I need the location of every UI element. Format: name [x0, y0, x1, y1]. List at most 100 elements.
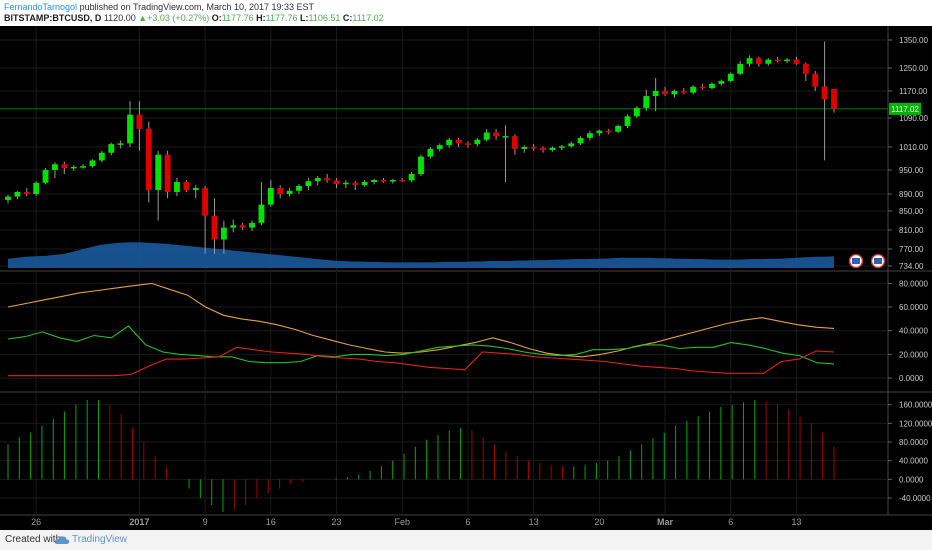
- candle-body[interactable]: [605, 130, 612, 133]
- dmi-tick-label[interactable]: 40.0000: [899, 327, 928, 336]
- price-tick-label[interactable]: 770.00: [899, 245, 924, 254]
- price-tick-label[interactable]: 1090.00: [899, 114, 928, 123]
- candle-body[interactable]: [662, 91, 668, 95]
- price-tick-label[interactable]: 734.00: [899, 262, 924, 271]
- chart-canvas[interactable]: 1350.00 1250.00 1170.00 1090.00 1010.00 950.0…: [0, 26, 932, 530]
- candle-body[interactable]: [511, 136, 518, 149]
- dmi-tick-label[interactable]: 80.0000: [899, 279, 928, 288]
- candle-body[interactable]: [765, 59, 772, 64]
- candle-body[interactable]: [314, 178, 321, 182]
- candle-body[interactable]: [174, 182, 180, 192]
- candle-body[interactable]: [155, 154, 162, 190]
- candle-body[interactable]: [483, 132, 490, 140]
- candle-body[interactable]: [380, 180, 387, 182]
- candle-body[interactable]: [709, 83, 715, 89]
- candle-body[interactable]: [755, 58, 762, 64]
- candle-body[interactable]: [183, 182, 190, 190]
- candle-body[interactable]: [558, 146, 565, 148]
- hist-tick-label[interactable]: 160.0000: [899, 401, 932, 410]
- candle-body[interactable]: [230, 225, 237, 228]
- time-tick-label[interactable]: 16: [266, 517, 276, 527]
- candle-body[interactable]: [61, 164, 68, 169]
- candle-body[interactable]: [42, 170, 49, 183]
- candle-body[interactable]: [324, 178, 331, 181]
- time-axis[interactable]: 26 2017 9 16 23 Feb 6 13 20 Mar 6 13: [31, 517, 801, 527]
- price-tick-label[interactable]: 950.00: [899, 166, 924, 175]
- candle-body[interactable]: [746, 58, 753, 64]
- dmi-tick-label[interactable]: 60.0000: [899, 303, 928, 312]
- candle-body[interactable]: [80, 166, 87, 168]
- candle-body[interactable]: [277, 188, 284, 194]
- author-link[interactable]: FernandoTarnogol: [4, 2, 78, 12]
- candle-body[interactable]: [436, 145, 443, 149]
- candle-body[interactable]: [802, 63, 809, 74]
- candle-body[interactable]: [474, 139, 481, 145]
- price-tick-label[interactable]: 1170.00: [899, 87, 928, 96]
- candle-body[interactable]: [624, 116, 631, 126]
- candle-body[interactable]: [145, 128, 152, 190]
- candle-body[interactable]: [812, 73, 819, 87]
- candle-body[interactable]: [98, 152, 105, 161]
- candle-body[interactable]: [831, 88, 837, 109]
- candle-body[interactable]: [718, 80, 725, 84]
- candle-body[interactable]: [596, 130, 603, 134]
- candle-body[interactable]: [220, 227, 227, 240]
- candle-body[interactable]: [89, 160, 96, 167]
- candle-body[interactable]: [418, 156, 424, 174]
- candle-body[interactable]: [371, 180, 377, 182]
- time-tick-label[interactable]: 26: [31, 517, 41, 527]
- candle-body[interactable]: [14, 192, 21, 197]
- candle-body[interactable]: [127, 114, 133, 144]
- hist-tick-label[interactable]: 120.0000: [899, 419, 932, 428]
- hist-tick-label[interactable]: -40.0000: [899, 494, 931, 503]
- candle-body[interactable]: [502, 136, 509, 138]
- price-tick-label[interactable]: 1250.00: [899, 64, 928, 73]
- time-tick-label[interactable]: 6: [465, 517, 470, 527]
- price-tick-label[interactable]: 890.00: [899, 190, 924, 199]
- candle-body[interactable]: [239, 225, 246, 228]
- price-tick-label[interactable]: 1350.00: [899, 36, 928, 45]
- candle-body[interactable]: [258, 204, 265, 223]
- current-price-tag[interactable]: [889, 102, 921, 115]
- candle-body[interactable]: [652, 91, 659, 97]
- candle-body[interactable]: [399, 180, 406, 182]
- candle-body[interactable]: [117, 143, 124, 145]
- time-tick-label[interactable]: 13: [529, 517, 539, 527]
- time-tick-label[interactable]: Feb: [394, 517, 410, 527]
- candle-body[interactable]: [5, 196, 11, 200]
- candle-body[interactable]: [249, 222, 255, 228]
- candle-body[interactable]: [286, 190, 293, 194]
- time-tick-label[interactable]: 6: [728, 517, 733, 527]
- candle-body[interactable]: [727, 73, 734, 81]
- candle-body[interactable]: [774, 59, 781, 62]
- candle-body[interactable]: [643, 96, 650, 108]
- candle-body[interactable]: [305, 181, 312, 186]
- candle-body[interactable]: [296, 186, 302, 191]
- candle-body[interactable]: [389, 180, 396, 182]
- candle-layer[interactable]: [0, 41, 888, 254]
- time-tick-label[interactable]: Mar: [657, 517, 674, 527]
- candle-body[interactable]: [408, 174, 415, 181]
- candle-body[interactable]: [23, 192, 30, 194]
- candle-body[interactable]: [427, 148, 434, 157]
- candle-body[interactable]: [455, 139, 462, 144]
- time-tick-label[interactable]: 23: [332, 517, 342, 527]
- price-tick-label[interactable]: 1010.00: [899, 143, 928, 152]
- candle-body[interactable]: [352, 182, 359, 186]
- candle-body[interactable]: [549, 147, 556, 151]
- candle-body[interactable]: [540, 147, 546, 151]
- candle-body[interactable]: [52, 164, 58, 170]
- candle-body[interactable]: [737, 63, 744, 74]
- candle-body[interactable]: [493, 132, 500, 137]
- dmi-tick-label[interactable]: 20.0000: [899, 350, 928, 359]
- candle-body[interactable]: [568, 143, 575, 147]
- tradingview-logo-text[interactable]: TradingView: [72, 534, 128, 545]
- candle-body[interactable]: [633, 107, 640, 117]
- candle-body[interactable]: [821, 86, 828, 100]
- time-tick-label[interactable]: 2017: [129, 517, 149, 527]
- candle-body[interactable]: [680, 91, 687, 93]
- time-tick-label[interactable]: 9: [203, 517, 208, 527]
- hist-tick-label[interactable]: 0.0000: [899, 475, 924, 484]
- candle-body[interactable]: [530, 147, 537, 149]
- candle-body[interactable]: [202, 188, 209, 216]
